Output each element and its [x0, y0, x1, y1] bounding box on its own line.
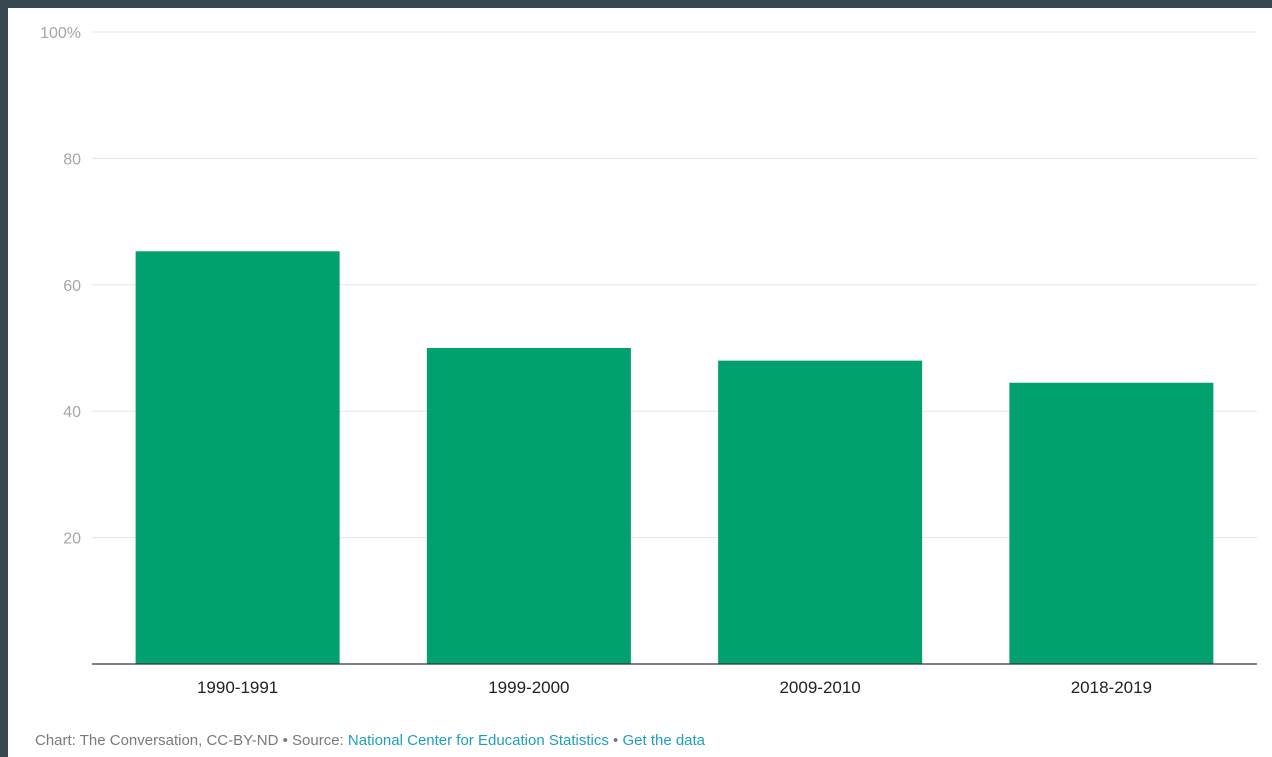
- bar-chart: 20 40 60 80 100% 1990-1991 1999-2000 2009-2010 2…: [40, 25, 1257, 697]
- y-tick-label: 20: [63, 531, 81, 548]
- y-tick-label: 100%: [40, 25, 81, 42]
- x-category-label: 2009-2010: [779, 678, 860, 697]
- footer-separator-2: •: [608, 732, 623, 749]
- footer-separator: •: [278, 732, 293, 749]
- bar-1999-2000: [426, 348, 631, 664]
- source-link[interactable]: National Center for Education Statistics: [347, 732, 609, 749]
- x-category-label: 2018-2019: [1071, 678, 1152, 697]
- x-category-label: 1999-2000: [488, 678, 569, 697]
- chart-footer: Chart: The Conversation, CC-BY-ND • Sour…: [35, 732, 705, 749]
- footer-credit: Chart: The Conversation, CC-BY-ND: [35, 732, 279, 749]
- bar-2018-2019: [1009, 382, 1214, 664]
- bar-1990-1991: [135, 251, 340, 664]
- footer-source-prefix: Source:: [292, 732, 348, 749]
- y-tick-label: 60: [63, 278, 81, 295]
- get-the-data-link[interactable]: Get the data: [622, 732, 706, 749]
- chart-card: 20 40 60 80 100% 1990-1991 1999-2000 2009-2010 2…: [8, 8, 1272, 757]
- x-category-label: 1990-1991: [197, 678, 278, 697]
- y-tick-label: 40: [63, 404, 81, 421]
- y-tick-label: 80: [63, 151, 81, 168]
- bar-2009-2010: [718, 360, 923, 664]
